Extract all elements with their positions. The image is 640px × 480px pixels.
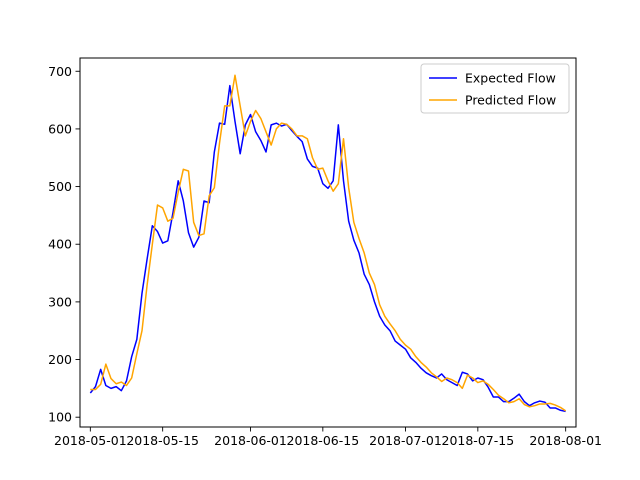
- y-tick-label: 700: [48, 64, 72, 79]
- series-line-expected-flow: [89, 84, 566, 413]
- legend: Expected Flow Predicted Flow: [420, 63, 570, 114]
- legend-label-predicted-flow: Predicted Flow: [465, 93, 556, 108]
- y-tick-label: 300: [48, 294, 72, 309]
- x-tick-label: 2018-05-01: [54, 433, 127, 448]
- x-tick-label: 2018-07-01: [369, 433, 442, 448]
- y-tick-label: 200: [48, 352, 72, 367]
- y-tick-label: 400: [48, 237, 72, 252]
- legend-label-expected-flow: Expected Flow: [465, 71, 556, 86]
- y-tick-label: 600: [48, 121, 72, 136]
- x-tick-label: 2018-07-15: [442, 433, 515, 448]
- x-tick-label: 2018-06-15: [287, 433, 360, 448]
- x-tick-label: 2018-06-01: [214, 433, 287, 448]
- series-layer: [89, 74, 567, 413]
- y-axis: 100 200 300 400 500 600 700: [48, 64, 80, 425]
- x-axis: 2018-05-01 2018-05-15 2018-06-01 2018-06-15…: [54, 427, 602, 448]
- y-tick-label: 500: [48, 179, 72, 194]
- y-tick-label: 100: [48, 410, 72, 425]
- axes-frame: [79, 57, 577, 428]
- legend-box: [420, 63, 570, 114]
- x-tick-label: 2018-08-01: [529, 433, 602, 448]
- x-tick-label: 2018-05-15: [126, 433, 199, 448]
- series-line-predicted-flow: [90, 74, 567, 412]
